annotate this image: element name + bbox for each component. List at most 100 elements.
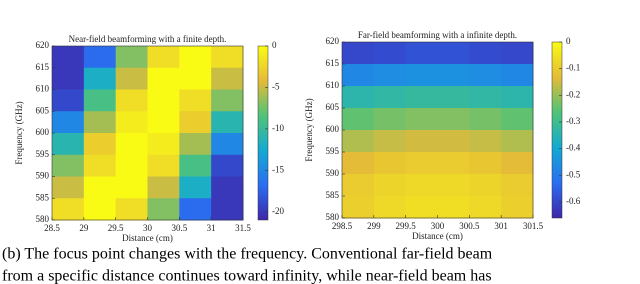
y-tick-label: 595	[36, 149, 50, 159]
heat-cell	[52, 133, 85, 156]
heat-cell	[52, 67, 85, 90]
x-tick-label: 29	[79, 223, 89, 233]
heat-cell	[405, 196, 438, 219]
heat-cell	[83, 46, 117, 69]
heat-cell	[179, 111, 212, 134]
heat-cell	[115, 46, 148, 69]
heat-cell	[52, 89, 85, 112]
heat-cell	[115, 154, 148, 177]
colorbar-tick-label: 0	[272, 40, 277, 50]
y-tick-label: 580	[326, 212, 340, 222]
heat-cell	[342, 174, 375, 197]
y-tick-label: 620	[326, 36, 340, 46]
heat-cell	[501, 174, 534, 197]
heat-cell	[373, 174, 407, 197]
heat-cell	[373, 152, 407, 175]
colorbar-tick-label: 0	[566, 36, 571, 46]
heat-cell	[115, 67, 148, 90]
x-tick-label: 301.5	[523, 221, 544, 231]
heat-cell	[211, 111, 244, 134]
colorbar-tick-label: -10	[272, 123, 284, 133]
heat-cell	[501, 42, 534, 65]
heat-cell	[211, 154, 244, 177]
x-axis-label: Distance (cm)	[122, 233, 173, 243]
heat-cell	[469, 196, 502, 219]
y-tick-label: 610	[36, 84, 50, 94]
heat-cell	[373, 196, 407, 219]
y-tick-label: 600	[36, 127, 50, 137]
heat-cell	[147, 89, 180, 112]
heat-cell	[147, 67, 180, 90]
heat-cell	[52, 176, 85, 199]
heat-cell	[469, 152, 502, 175]
heat-cell	[211, 89, 244, 112]
y-axis-label: Frequency (GHz)	[14, 101, 24, 164]
heat-cell	[52, 46, 85, 69]
heat-cell	[405, 174, 438, 197]
heat-cell	[211, 133, 244, 156]
heat-cell	[211, 176, 244, 199]
heat-cell	[469, 174, 502, 197]
y-tick-label: 590	[36, 171, 50, 181]
heat-cell	[211, 67, 244, 90]
colorbar-tick-label: -0.5	[566, 169, 581, 179]
heat-cell	[405, 86, 438, 109]
colorbar-tick-label: -0.2	[566, 89, 580, 99]
heat-cell	[83, 133, 117, 156]
caption-line: from a specific distance continues towar…	[2, 268, 492, 284]
heat-cell	[501, 196, 534, 219]
colorbar-tick-label: -0.3	[566, 116, 581, 126]
heat-cell	[83, 111, 117, 134]
heat-cell	[437, 130, 470, 153]
heat-cell	[437, 108, 470, 131]
heat-cell	[405, 152, 438, 175]
heat-cell	[147, 198, 180, 221]
heat-cell	[147, 154, 180, 177]
colorbar-tick-label: -15	[272, 164, 284, 174]
heat-cell	[179, 198, 212, 221]
heat-cell	[83, 67, 117, 90]
heat-cell	[437, 64, 470, 87]
heat-cell	[501, 152, 534, 175]
heat-cell	[437, 174, 470, 197]
heat-cell	[437, 86, 470, 109]
heat-cell	[469, 86, 502, 109]
heat-cell	[405, 64, 438, 87]
heat-cell	[147, 133, 180, 156]
heat-cell	[147, 176, 180, 199]
x-tick-label: 299	[367, 221, 381, 231]
heat-cell	[342, 130, 375, 153]
y-axis-label: Frequency (GHz)	[304, 98, 314, 161]
x-tick-label: 301	[494, 221, 508, 231]
heat-cell	[179, 154, 212, 177]
heat-cell	[373, 108, 407, 131]
chart-title: Far-field beamforming with a infinite de…	[358, 30, 517, 40]
x-tick-label: 31.5	[235, 223, 251, 233]
heat-cell	[179, 46, 212, 69]
x-axis-label: Distance (cm)	[412, 231, 463, 241]
caption-line: (b) The focus point changes with the fre…	[2, 246, 493, 263]
heat-cell	[211, 198, 244, 221]
colorbar-tick-label: -0.6	[566, 196, 581, 206]
heat-cell	[147, 111, 180, 134]
heat-cell	[469, 108, 502, 131]
heat-cell	[469, 42, 502, 65]
heat-cell	[342, 152, 375, 175]
heat-cell	[179, 133, 212, 156]
heat-cell	[115, 111, 148, 134]
heat-cell	[52, 111, 85, 134]
x-tick-label: 31	[207, 223, 216, 233]
heat-cell	[179, 67, 212, 90]
heat-cell	[469, 64, 502, 87]
heat-cell	[469, 130, 502, 153]
heat-cell	[342, 108, 375, 131]
heat-cell	[83, 89, 117, 112]
heat-cell	[405, 130, 438, 153]
chart-title: Near-field beamforming with a finite dep…	[69, 34, 227, 44]
heat-cell	[83, 198, 117, 221]
heat-cell	[373, 42, 407, 65]
heat-cell	[115, 198, 148, 221]
heat-cell	[115, 176, 148, 199]
x-tick-label: 30	[143, 223, 153, 233]
heat-cell	[342, 42, 375, 65]
